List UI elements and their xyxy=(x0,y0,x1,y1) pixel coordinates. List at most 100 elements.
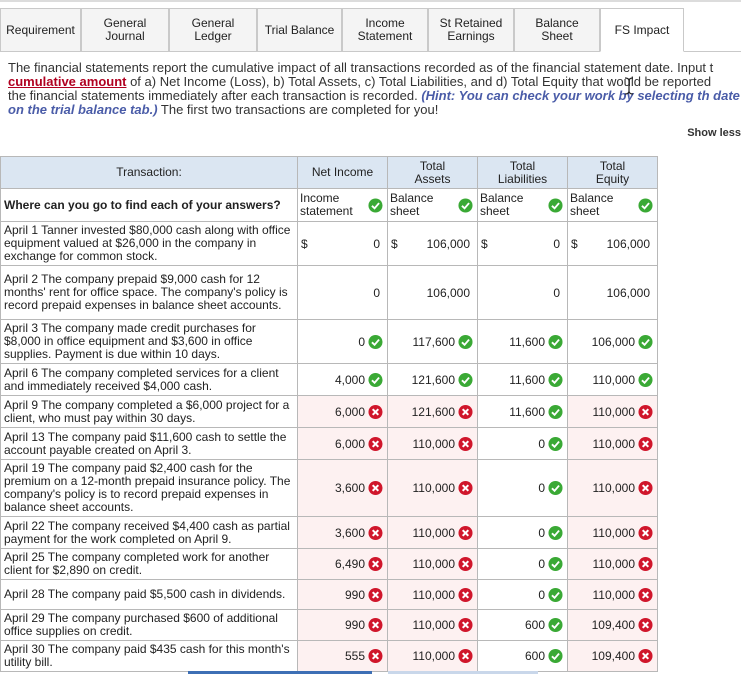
tab-st-retained-earnings[interactable]: St Retained Earnings xyxy=(428,8,514,52)
dollar-sign: $ xyxy=(571,236,578,251)
net-income-input[interactable]: 3,600 xyxy=(297,516,388,549)
net-income-input[interactable]: 990 xyxy=(297,609,388,641)
total-assets-input[interactable]: 110,000 xyxy=(387,640,478,672)
source-cell[interactable]: Balance sheet xyxy=(387,188,478,222)
net-income-input[interactable]: 0 xyxy=(297,319,388,364)
tab-label: Balance Sheet xyxy=(535,16,579,43)
total-liabilities-input[interactable]: 0 xyxy=(477,548,568,580)
total-assets-value: 106,000 xyxy=(426,236,470,251)
source-cell[interactable]: Balance sheet xyxy=(477,188,568,222)
total-equity-input[interactable]: 110,000 xyxy=(567,579,658,610)
total-liabilities-input[interactable]: $0 xyxy=(477,221,568,266)
total-equity-input[interactable]: 110,000 xyxy=(567,363,658,396)
header-total-liabilities: Total Liabilities xyxy=(477,156,568,189)
total-equity-value: 110,000 xyxy=(592,587,636,602)
total-equity-input[interactable]: 110,000 xyxy=(567,395,658,428)
x-icon xyxy=(368,617,383,633)
net-income-input[interactable]: 6,490 xyxy=(297,548,388,580)
net-income-input[interactable]: 0 xyxy=(297,265,388,320)
total-liabilities-value: 11,600 xyxy=(509,372,545,387)
total-assets-input[interactable]: 110,000 xyxy=(387,579,478,610)
x-icon xyxy=(458,556,473,572)
tab-requirement[interactable]: Requirement xyxy=(0,8,81,52)
tab-balance-sheet[interactable]: Balance Sheet xyxy=(514,8,600,52)
total-assets-input[interactable]: 110,000 xyxy=(387,516,478,549)
tab-income-statement[interactable]: Income Statement xyxy=(342,8,428,52)
total-assets-input[interactable]: 110,000 xyxy=(387,609,478,641)
x-icon xyxy=(458,404,473,419)
check-icon xyxy=(458,334,473,349)
net-income-input[interactable]: 6,000 xyxy=(297,395,388,428)
net-income-value: 6,000 xyxy=(334,436,365,451)
total-assets-input[interactable]: 106,000 xyxy=(387,265,478,320)
total-assets-input[interactable]: 110,000 xyxy=(387,427,478,460)
total-liabilities-input[interactable]: 0 xyxy=(477,265,568,320)
check-icon xyxy=(458,198,473,213)
total-equity-input[interactable]: 106,000 xyxy=(567,319,658,364)
total-equity-value: 110,000 xyxy=(592,372,636,387)
total-equity-input[interactable]: $106,000 xyxy=(567,221,658,266)
total-assets-input[interactable]: 117,600 xyxy=(387,319,478,364)
tab-trial-balance[interactable]: Trial Balance xyxy=(257,8,342,52)
transaction-row: April 19 The company paid $2,400 cash fo… xyxy=(0,459,658,517)
check-icon xyxy=(638,334,653,349)
text-cursor-icon xyxy=(624,77,634,95)
net-income-input[interactable]: 990 xyxy=(297,579,388,610)
total-assets-input[interactable]: 110,000 xyxy=(387,548,478,580)
total-assets-input[interactable]: $106,000 xyxy=(387,221,478,266)
x-icon xyxy=(458,648,473,664)
show-less-link[interactable]: Show less xyxy=(687,127,741,139)
total-equity-input[interactable]: 110,000 xyxy=(567,516,658,549)
total-equity-input[interactable]: 110,000 xyxy=(567,427,658,460)
check-icon xyxy=(368,372,383,387)
total-liabilities-input[interactable]: 0 xyxy=(477,516,568,549)
total-liabilities-input[interactable]: 11,600 xyxy=(477,363,568,396)
total-equity-input[interactable]: 109,400 xyxy=(567,640,658,672)
total-assets-input[interactable]: 121,600 xyxy=(387,395,478,428)
total-liabilities-value: 0 xyxy=(538,557,545,571)
x-icon xyxy=(458,525,473,540)
dollar-sign: $ xyxy=(391,236,398,251)
net-income-input[interactable]: 6,000 xyxy=(297,427,388,460)
tab-general-ledger[interactable]: General Ledger xyxy=(169,8,257,52)
transaction-description: April 25 The company completed work for … xyxy=(0,548,298,580)
x-icon xyxy=(638,648,653,664)
x-icon xyxy=(368,436,383,451)
total-assets-input[interactable]: 110,000 xyxy=(387,459,478,517)
total-liabilities-value: 600 xyxy=(524,649,545,663)
transaction-description: April 9 The company completed a $6,000 p… xyxy=(0,395,298,428)
check-icon xyxy=(368,198,383,213)
total-liabilities-input[interactable]: 0 xyxy=(477,427,568,460)
transaction-row: April 22 The company received $4,400 cas… xyxy=(0,516,658,549)
total-equity-value: 106,000 xyxy=(606,285,650,300)
check-icon xyxy=(548,556,563,572)
x-icon xyxy=(368,648,383,664)
fs-impact-table: Transaction: Net Income Total Assets Tot… xyxy=(0,156,658,672)
total-equity-input[interactable]: 110,000 xyxy=(567,548,658,580)
total-liabilities-input[interactable]: 0 xyxy=(477,579,568,610)
total-liabilities-input[interactable]: 0 xyxy=(477,459,568,517)
tab-general-journal[interactable]: General Journal xyxy=(81,8,169,52)
total-equity-input[interactable]: 110,000 xyxy=(567,459,658,517)
total-liabilities-value: 0 xyxy=(553,236,560,251)
source-cell[interactable]: Balance sheet xyxy=(567,188,658,222)
source-cell[interactable]: Income statement xyxy=(297,188,388,222)
net-income-input[interactable]: 555 xyxy=(297,640,388,672)
net-income-input[interactable]: 4,000 xyxy=(297,363,388,396)
total-liabilities-input[interactable]: 11,600 xyxy=(477,395,568,428)
x-icon xyxy=(368,480,383,496)
total-liabilities-input[interactable]: 600 xyxy=(477,640,568,672)
tab-fs-impact[interactable]: FS Impact xyxy=(600,8,684,52)
top-divider xyxy=(0,0,741,2)
total-liabilities-input[interactable]: 600 xyxy=(477,609,568,641)
total-assets-input[interactable]: 121,600 xyxy=(387,363,478,396)
total-equity-input[interactable]: 106,000 xyxy=(567,265,658,320)
net-income-input[interactable]: 3,600 xyxy=(297,459,388,517)
net-income-value: 3,600 xyxy=(334,481,365,495)
total-equity-value: 110,000 xyxy=(592,557,636,571)
transaction-row: April 28 The company paid $5,500 cash in… xyxy=(0,579,658,610)
net-income-input[interactable]: $0 xyxy=(297,221,388,266)
total-liabilities-input[interactable]: 11,600 xyxy=(477,319,568,364)
check-icon xyxy=(638,372,653,387)
total-equity-input[interactable]: 109,400 xyxy=(567,609,658,641)
